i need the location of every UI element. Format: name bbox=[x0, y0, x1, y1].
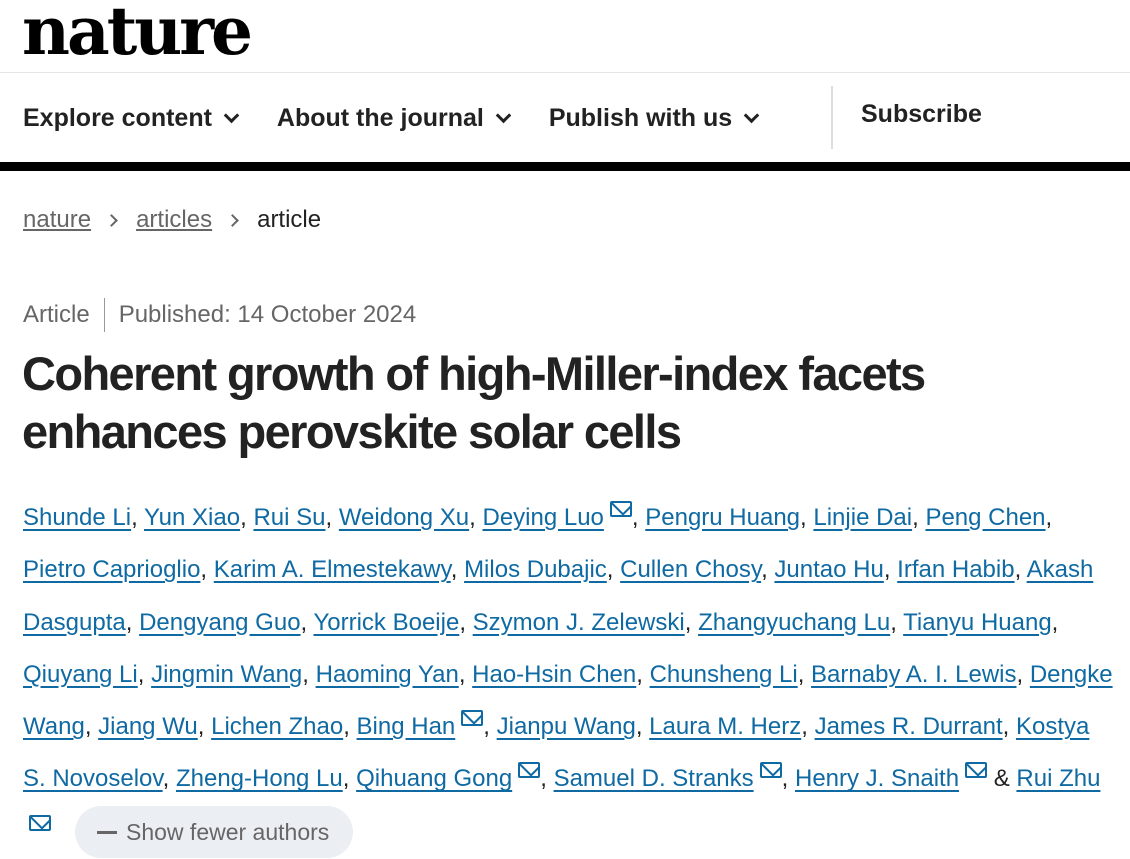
breadcrumb-nature[interactable]: nature bbox=[23, 206, 92, 233]
email-icon[interactable] bbox=[759, 762, 782, 779]
email-icon[interactable] bbox=[609, 501, 632, 517]
meta-divider bbox=[103, 298, 105, 332]
author-link[interactable]: Szymon J. Zelewski bbox=[472, 608, 685, 636]
chevron-down-icon bbox=[743, 107, 760, 123]
nav-label: Publish with us bbox=[548, 103, 733, 132]
author-link[interactable]: Rui Su bbox=[253, 504, 326, 531]
email-icon[interactable] bbox=[965, 762, 988, 779]
author-link[interactable]: Zhangyuchang Lu bbox=[698, 608, 891, 636]
author-link[interactable]: Dengke Wang bbox=[23, 660, 1113, 741]
author-link[interactable]: Chunsheng Li bbox=[649, 660, 798, 688]
chevron-right-icon bbox=[105, 213, 118, 227]
author-list: Shunde Li, Yun Xiao, Rui Su, Weidong Xu,… bbox=[23, 492, 1118, 859]
author-link[interactable]: Milos Dubajic bbox=[464, 556, 607, 584]
minus-icon bbox=[97, 830, 117, 834]
author-link[interactable]: Jiang Wu bbox=[98, 713, 198, 741]
author-link[interactable]: Pietro Caprioglio bbox=[23, 556, 201, 584]
email-icon[interactable] bbox=[518, 762, 541, 779]
author-link[interactable]: James R. Durrant bbox=[814, 713, 1003, 741]
author-link[interactable]: Rui Zhu bbox=[1016, 765, 1101, 793]
author-link[interactable]: Akash Dasgupta bbox=[23, 556, 1094, 636]
author-link[interactable]: Haoming Yan bbox=[315, 660, 459, 688]
nav-separator bbox=[831, 86, 833, 149]
article-meta: Article Published: 14 October 2024 bbox=[23, 298, 416, 332]
author-link[interactable]: Deying Luo bbox=[482, 504, 604, 531]
author-link[interactable]: Tianyu Huang bbox=[903, 608, 1052, 636]
author-link[interactable]: Lichen Zhao bbox=[211, 713, 344, 741]
breadcrumb-articles[interactable]: articles bbox=[136, 206, 213, 233]
author-link[interactable]: Weidong Xu bbox=[338, 504, 470, 531]
author-link[interactable]: Juntao Hu bbox=[774, 556, 884, 584]
article-type: Article bbox=[23, 301, 90, 328]
author-link[interactable]: Peng Chen bbox=[925, 504, 1046, 531]
author-link[interactable]: Cullen Chosy bbox=[620, 556, 762, 584]
show-fewer-label: Show fewer authors bbox=[126, 819, 330, 846]
author-link[interactable]: Laura M. Herz bbox=[649, 713, 802, 741]
article-title: Coherent growth of high-Miller-index fac… bbox=[22, 347, 926, 458]
author-link[interactable]: Jingmin Wang bbox=[151, 660, 303, 688]
email-icon[interactable] bbox=[461, 710, 484, 727]
author-link[interactable]: Qihuang Gong bbox=[356, 765, 513, 793]
breadcrumb: nature articles article bbox=[23, 206, 321, 234]
show-fewer-authors-button[interactable]: Show fewer authors bbox=[75, 806, 354, 859]
author-link[interactable]: Irfan Habib bbox=[897, 556, 1015, 584]
author-link[interactable]: Samuel D. Stranks bbox=[553, 765, 754, 793]
author-link[interactable]: Karim A. Elmestekawy bbox=[213, 556, 451, 584]
author-link[interactable]: Hao-Hsin Chen bbox=[472, 660, 637, 688]
author-link[interactable]: Jianpu Wang bbox=[496, 713, 636, 741]
author-link[interactable]: Bing Han bbox=[356, 713, 456, 741]
nature-logo[interactable]: nature bbox=[22, 0, 253, 70]
header-bar bbox=[0, 162, 1130, 171]
chevron-down-icon bbox=[495, 107, 512, 123]
author-link[interactable]: Barnaby A. I. Lewis bbox=[811, 660, 1017, 688]
author-link[interactable]: Zheng-Hong Lu bbox=[175, 765, 343, 793]
author-link[interactable]: Qiuyang Li bbox=[23, 660, 138, 688]
nav-about-journal[interactable]: About the journal bbox=[276, 103, 512, 133]
author-link[interactable]: Henry J. Snaith bbox=[794, 765, 960, 793]
author-link[interactable]: Pengru Huang bbox=[645, 504, 801, 531]
nav-explore-content[interactable]: Explore content bbox=[23, 103, 240, 133]
breadcrumb-current: article bbox=[257, 206, 322, 233]
author-link[interactable]: Yorrick Boeije bbox=[313, 608, 460, 636]
published-date: Published: 14 October 2024 bbox=[118, 301, 417, 328]
email-icon[interactable] bbox=[29, 814, 51, 831]
main-nav: Explore content About the journal Publis… bbox=[23, 100, 797, 136]
author-link[interactable]: Dengyang Guo bbox=[139, 608, 301, 636]
nav-publish-with-us[interactable]: Publish with us bbox=[548, 103, 760, 133]
author-link[interactable]: Yun Xiao bbox=[144, 504, 241, 531]
author-link[interactable]: Kostya S. Novoselov bbox=[23, 713, 1090, 793]
divider bbox=[0, 72, 1130, 73]
nav-label: About the journal bbox=[276, 103, 484, 132]
chevron-right-icon bbox=[226, 213, 239, 227]
author-link[interactable]: Linjie Dai bbox=[813, 504, 913, 531]
chevron-down-icon bbox=[223, 107, 240, 123]
author-link[interactable]: Shunde Li bbox=[23, 504, 132, 531]
subscribe-link[interactable]: Subscribe bbox=[861, 100, 982, 128]
nav-label: Explore content bbox=[23, 103, 212, 132]
